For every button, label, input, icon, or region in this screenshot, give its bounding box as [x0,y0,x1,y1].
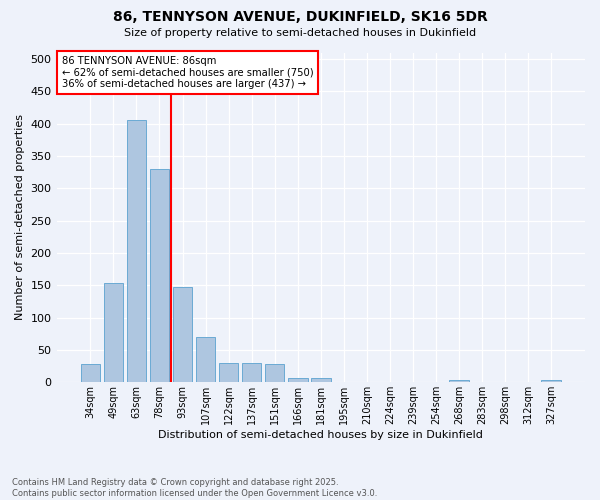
Bar [80,364,100,382]
Text: 86, TENNYSON AVENUE, DUKINFIELD, SK16 5DR: 86, TENNYSON AVENUE, DUKINFIELD, SK16 5D… [113,10,487,24]
Text: Size of property relative to semi-detached houses in Dukinfield: Size of property relative to semi-detach… [124,28,476,38]
Bar [265,364,284,382]
Text: Contains HM Land Registry data © Crown copyright and database right 2025.
Contai: Contains HM Land Registry data © Crown c… [12,478,377,498]
Bar [541,380,561,382]
Bar [196,337,215,382]
Bar [173,286,193,382]
Bar [288,378,308,382]
Bar [219,363,238,382]
Text: 86 TENNYSON AVENUE: 86sqm
← 62% of semi-detached houses are smaller (750)
36% of: 86 TENNYSON AVENUE: 86sqm ← 62% of semi-… [62,56,313,89]
Bar [449,380,469,382]
Bar [149,169,169,382]
Bar [127,120,146,382]
Bar [311,378,331,382]
X-axis label: Distribution of semi-detached houses by size in Dukinfield: Distribution of semi-detached houses by … [158,430,483,440]
Y-axis label: Number of semi-detached properties: Number of semi-detached properties [15,114,25,320]
Bar [242,363,262,382]
Bar [104,284,123,382]
